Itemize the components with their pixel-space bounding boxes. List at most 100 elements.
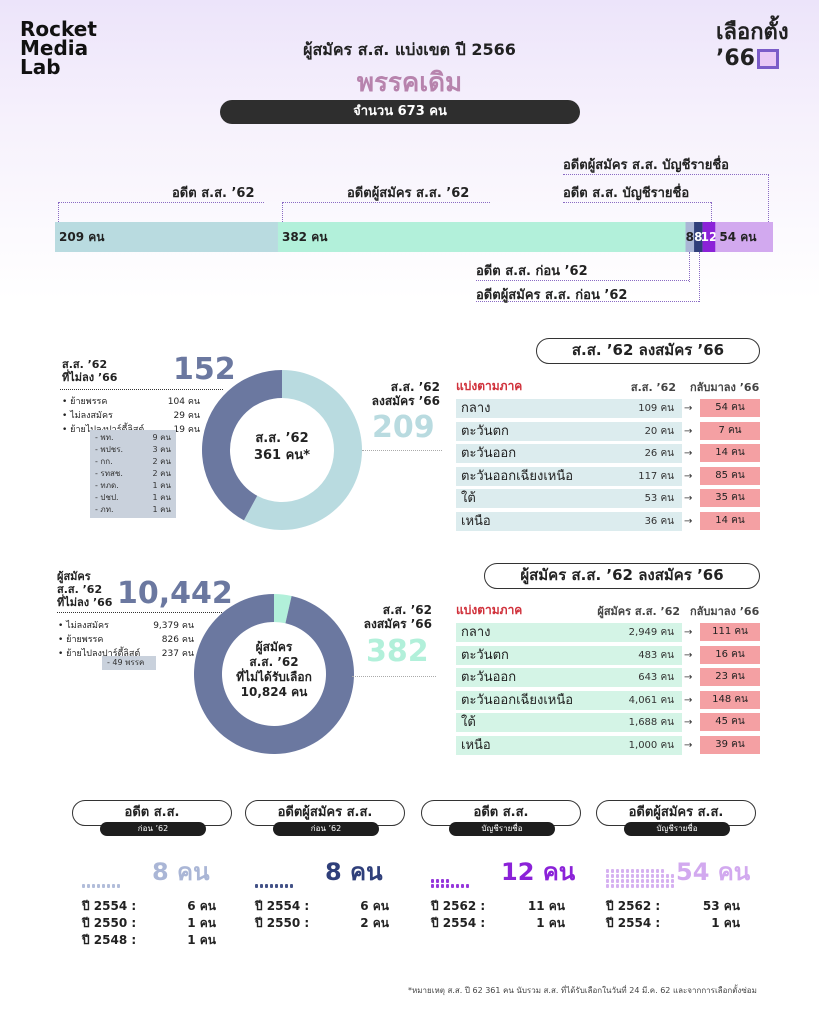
row-background xyxy=(456,466,682,486)
card-value: 12 คน xyxy=(501,858,576,886)
person-icon xyxy=(436,879,439,883)
person-icon xyxy=(646,884,649,888)
person-icon xyxy=(107,884,110,888)
row-region: ตะวันออก xyxy=(461,670,517,685)
person-icon xyxy=(636,884,639,888)
card-subtitle: บัญชีรายชื่อ xyxy=(449,822,555,836)
label-ex-party-mp: อดีต ส.ส. บัญชีรายชื่อ xyxy=(563,186,690,201)
row-region: ใต้ xyxy=(461,491,476,506)
donut1-slice-0 xyxy=(243,370,362,530)
row-returned: 14 คน xyxy=(700,511,760,530)
person-icon xyxy=(621,874,624,878)
person-icon xyxy=(275,884,278,888)
year-row: ปี 2554 :1 คน xyxy=(606,916,740,930)
year-row: ปี 2548 :1 คน xyxy=(82,933,216,947)
leader-line xyxy=(699,252,700,302)
person-icon xyxy=(611,869,614,873)
year-row: ปี 2550 :1 คน xyxy=(82,916,216,930)
card-subtitle: บัญชีรายชื่อ xyxy=(624,822,730,836)
person-icon xyxy=(616,869,619,873)
person-icon xyxy=(451,884,454,888)
table-row: ตะวันตก 20 คน → 7 คน xyxy=(456,421,760,441)
s1-sublist: - พท. 9 คน - พปชร. 3 คน - กก. 2 คน - รทสช. 2… xyxy=(90,430,176,518)
arrow-icon: → xyxy=(684,717,693,728)
leader-line xyxy=(563,174,769,175)
person-icon xyxy=(621,879,624,883)
arrow-icon: → xyxy=(684,739,693,751)
person-icon xyxy=(671,874,674,878)
person-icon xyxy=(112,884,115,888)
person-icon xyxy=(646,879,649,883)
row-returned: 54 คน xyxy=(700,399,760,417)
row-background xyxy=(456,735,682,755)
card-title: อดีตผู้สมัคร ส.ส. xyxy=(245,800,405,826)
person-icon xyxy=(616,874,619,878)
person-icon xyxy=(441,879,444,883)
donut2-slice-0 xyxy=(274,594,292,624)
year-row: ปี 2554 :6 คน xyxy=(82,899,216,913)
stacked-bar: 209 คน 382 คน 8 812 54 คน xyxy=(55,222,773,252)
person-icon xyxy=(636,874,639,878)
s2-table-title: ผู้สมัคร ส.ส. ’62 ลงสมัคร ’66 xyxy=(484,563,760,589)
row-returned: 7 คน xyxy=(700,421,760,440)
person-icon xyxy=(270,884,273,888)
person-icon xyxy=(661,879,664,883)
person-icon xyxy=(606,869,609,873)
person-icon xyxy=(631,869,634,873)
leader-line xyxy=(689,252,690,282)
stack-segment-ex_cand_before62 xyxy=(694,222,703,252)
person-icon xyxy=(255,884,258,888)
row-region: ตะวันตก xyxy=(461,423,509,439)
row-returned: 14 คน xyxy=(700,444,760,462)
list-item: • ย้ายไปลงปาร์ตี้ลิสต์ 237 คน xyxy=(58,649,194,659)
table-row: กลาง 109 คน → 54 คน xyxy=(456,399,760,418)
person-icon xyxy=(651,869,654,873)
row-background xyxy=(456,668,682,687)
row-region: ใต้ xyxy=(461,715,476,730)
person-icon xyxy=(671,884,674,888)
person-icon xyxy=(456,884,459,888)
stack-segment-ex_party_cand xyxy=(715,222,773,252)
leader-line xyxy=(282,202,490,203)
stack-segment-ex_cand62 xyxy=(277,222,686,252)
person-icon xyxy=(446,879,449,883)
stack-label-ex_mp62: 209 คน xyxy=(59,230,105,244)
person-icon xyxy=(651,884,654,888)
s1-right-label: ส.ส. ’62 ลงสมัคร ’66 xyxy=(371,380,440,408)
s2-col-total: ผู้สมัคร ส.ส. ’62 xyxy=(597,605,680,618)
person-icon xyxy=(641,869,644,873)
person-icon xyxy=(656,884,659,888)
row-background xyxy=(456,399,682,418)
s2-right-value: 382 xyxy=(366,634,429,669)
person-icon xyxy=(671,879,674,883)
person-icon xyxy=(656,869,659,873)
row-total: 117 คน xyxy=(638,470,674,482)
person-icon xyxy=(646,869,649,873)
person-icon xyxy=(290,884,293,888)
table-row: ตะวันออกเฉียงเหนือ 117 คน → 85 คน xyxy=(456,466,760,486)
person-icon xyxy=(636,879,639,883)
row-region: กลาง xyxy=(461,625,491,640)
row-returned: 35 คน xyxy=(700,489,760,507)
list-item: • ย้ายพรรค 104 คน xyxy=(62,397,200,407)
s1-left-value: 152 xyxy=(173,352,236,387)
label-ex-cand62: อดีตผู้สมัคร ส.ส. ’62 xyxy=(347,186,470,201)
list-item: • ไม่ลงสมัคร 29 คน xyxy=(62,411,200,421)
card-subtitle: ก่อน ’62 xyxy=(100,822,206,836)
person-icon xyxy=(666,884,669,888)
person-icon xyxy=(661,884,664,888)
person-icon xyxy=(606,884,609,888)
list-item: - ทภด. 1 คน xyxy=(95,481,171,490)
table-row: เหนือ 36 คน → 14 คน xyxy=(456,511,760,531)
table-row: ใต้ 53 คน → 35 คน xyxy=(456,489,760,508)
row-total: 2,949 คน xyxy=(628,627,674,638)
card-subtitle: ก่อน ’62 xyxy=(273,822,379,836)
person-icon xyxy=(656,874,659,878)
person-icon xyxy=(666,879,669,883)
summary-card: อดีตผู้สมัคร ส.ส. ก่อน ’62 8 คน ปี 2554 :6 … xyxy=(245,800,405,960)
person-icon xyxy=(446,884,449,888)
arrow-icon: → xyxy=(684,448,693,459)
row-background xyxy=(456,690,682,710)
row-background xyxy=(456,511,682,531)
person-icon xyxy=(285,884,288,888)
